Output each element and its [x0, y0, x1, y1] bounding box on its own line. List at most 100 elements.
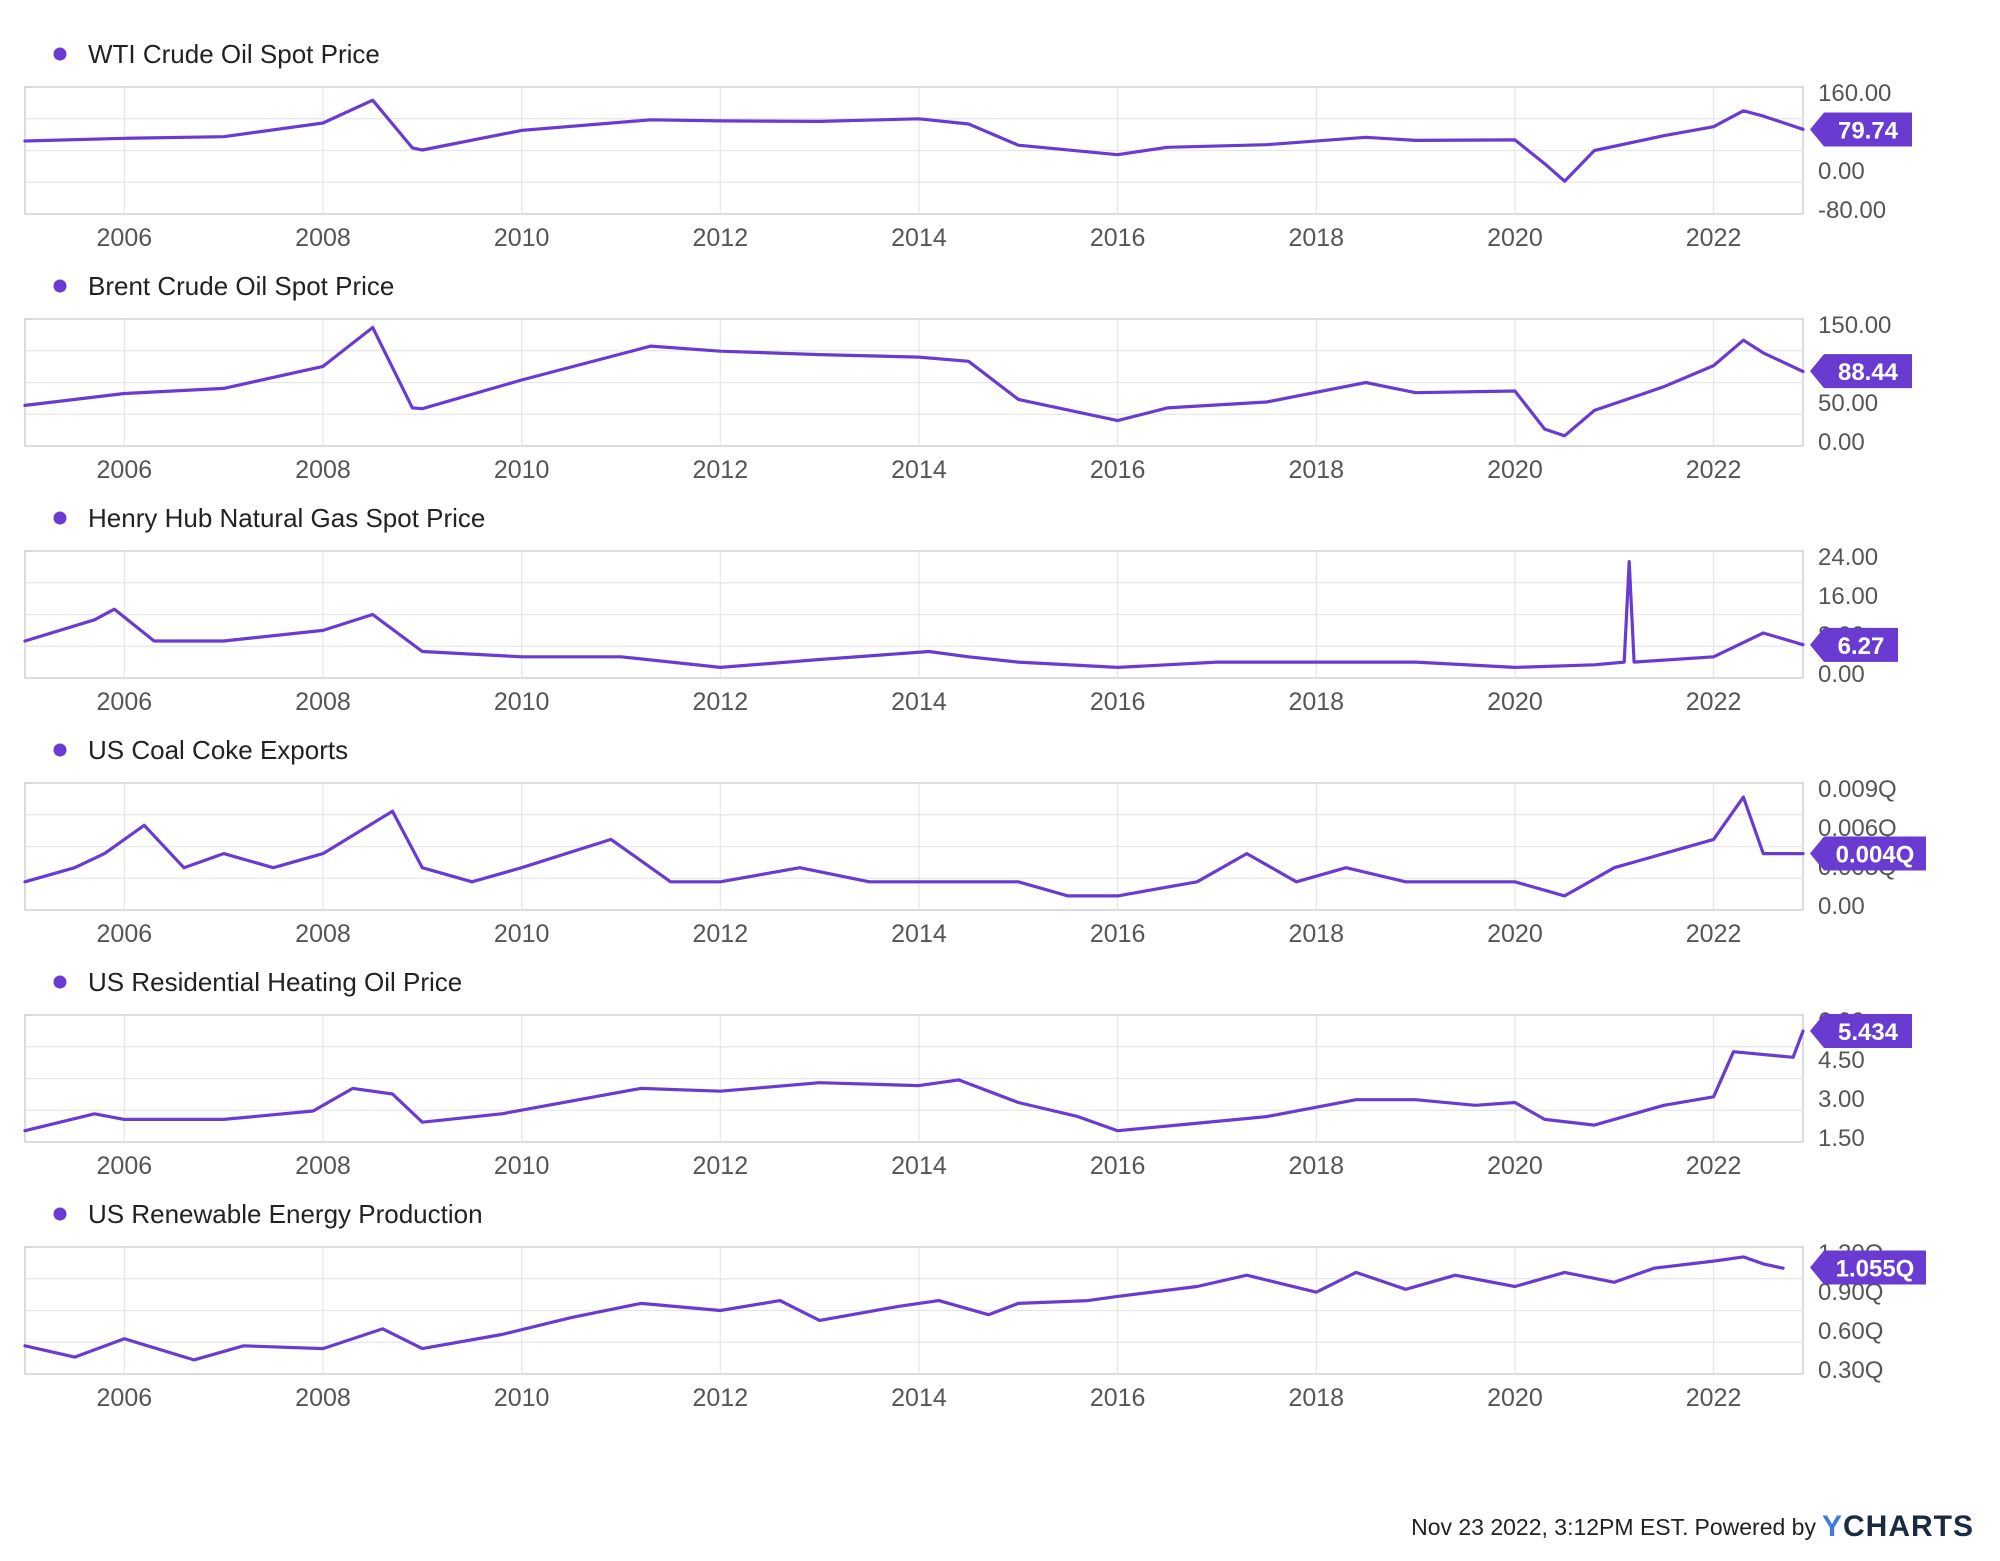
x-tick-label: 2016 — [1090, 1384, 1146, 1412]
x-tick-label: 2022 — [1686, 1152, 1742, 1180]
x-tick-label: 2020 — [1487, 1384, 1543, 1412]
x-tick-label: 2016 — [1090, 920, 1146, 948]
chart-panel-3: Henry Hub Natural Gas Spot Price 2006 2008… — [23, 503, 1898, 716]
x-tick-label: 2018 — [1288, 224, 1344, 252]
chart-title: US Residential Heating Oil Price — [88, 967, 462, 997]
x-tick-label: 2010 — [494, 920, 550, 948]
x-tick-label: 2012 — [692, 1152, 748, 1180]
x-tick-label: 2014 — [891, 688, 947, 716]
series-line — [23, 1255, 1785, 1362]
x-tick-label: 2010 — [494, 1384, 550, 1412]
current-value-label: 6.27 — [1838, 633, 1885, 660]
ycharts-logo[interactable]: Y CHARTS — [1822, 1510, 1974, 1544]
chart-panel-5: US Residential Heating Oil Price 2006 2008… — [23, 967, 1912, 1180]
x-tick-label: 2020 — [1487, 920, 1543, 948]
x-tick-label: 2014 — [891, 456, 947, 484]
x-tick-label: 2008 — [295, 456, 351, 484]
current-value-label: 79.74 — [1838, 117, 1899, 144]
y-tick-label: 16.00 — [1818, 583, 1878, 610]
x-tick-label: 2016 — [1090, 456, 1146, 484]
chart-title: WTI Crude Oil Spot Price — [88, 39, 380, 69]
x-tick-label: 2012 — [692, 1384, 748, 1412]
series-line — [23, 795, 1805, 898]
current-value-label: 88.44 — [1838, 359, 1899, 386]
ycharts-logo-text: CHARTS — [1843, 1510, 1974, 1543]
x-tick-label: 2006 — [97, 224, 153, 252]
chart-title: Brent Crude Oil Spot Price — [88, 271, 394, 301]
x-tick-label: 2014 — [891, 920, 947, 948]
x-tick-label: 2022 — [1686, 920, 1742, 948]
legend-dot — [53, 1207, 67, 1221]
current-value-label: 1.055Q — [1836, 1255, 1915, 1282]
x-tick-label: 2018 — [1288, 1152, 1344, 1180]
x-tick-label: 2010 — [494, 456, 550, 484]
x-tick-label: 2016 — [1090, 688, 1146, 716]
chart-title: Henry Hub Natural Gas Spot Price — [88, 503, 485, 533]
y-tick-label: 0.00 — [1818, 158, 1865, 185]
y-tick-label: 0.00 — [1818, 429, 1865, 456]
x-tick-label: 2008 — [295, 920, 351, 948]
current-value-flag — [1810, 627, 1898, 662]
y-tick-label: 160.00 — [1818, 80, 1891, 107]
y-tick-label: 1.50 — [1818, 1125, 1865, 1152]
x-tick-label: 2014 — [891, 1152, 947, 1180]
x-tick-label: 2008 — [295, 688, 351, 716]
x-tick-label: 2022 — [1686, 688, 1742, 716]
current-value-flag — [1810, 1250, 1926, 1285]
x-tick-label: 2016 — [1090, 1152, 1146, 1180]
y-tick-label: 3.00 — [1818, 1086, 1865, 1113]
x-tick-label: 2016 — [1090, 224, 1146, 252]
current-value-label: 5.434 — [1838, 1019, 1899, 1046]
legend-dot — [53, 511, 67, 525]
legend-dot — [53, 743, 67, 757]
y-tick-label: 4.50 — [1818, 1047, 1865, 1074]
series-line — [23, 1029, 1805, 1133]
x-tick-label: 2014 — [891, 1384, 947, 1412]
x-tick-label: 2010 — [494, 688, 550, 716]
chart-panel-1: WTI Crude Oil Spot Price 2006 2008 2010 2012… — [23, 39, 1912, 252]
footer-timestamp: Nov 23 2022, 3:12PM EST. — [1411, 1513, 1689, 1540]
x-tick-label: 2022 — [1686, 456, 1742, 484]
x-tick-label: 2018 — [1288, 688, 1344, 716]
y-tick-label: 150.00 — [1818, 312, 1891, 339]
current-value-flag — [1810, 112, 1912, 147]
x-tick-label: 2006 — [97, 1152, 153, 1180]
y-tick-label: 50.00 — [1818, 390, 1878, 417]
y-tick-label: 0.60Q — [1818, 1318, 1883, 1345]
x-tick-label: 2010 — [494, 224, 550, 252]
x-tick-label: 2008 — [295, 1152, 351, 1180]
x-tick-label: 2010 — [494, 1152, 550, 1180]
current-value-flag — [1810, 836, 1926, 871]
y-tick-label: -80.00 — [1818, 197, 1886, 224]
x-tick-label: 2006 — [97, 688, 153, 716]
y-tick-label: 0.00 — [1818, 893, 1865, 920]
footer-powered-by: Powered by — [1694, 1513, 1816, 1540]
footer: Nov 23 2022, 3:12PM EST. Powered by Y CH… — [1411, 1507, 1974, 1547]
x-tick-label: 2012 — [692, 224, 748, 252]
legend-dot — [53, 279, 67, 293]
x-tick-label: 2006 — [97, 456, 153, 484]
legend-dot — [53, 975, 67, 989]
y-tick-label: 24.00 — [1818, 544, 1878, 571]
x-tick-label: 2008 — [295, 224, 351, 252]
x-tick-label: 2018 — [1288, 920, 1344, 948]
x-tick-label: 2008 — [295, 1384, 351, 1412]
x-tick-label: 2012 — [692, 456, 748, 484]
x-tick-label: 2006 — [97, 920, 153, 948]
x-tick-label: 2022 — [1686, 224, 1742, 252]
chart-panel-6: US Renewable Energy Production 2006 2008 20… — [23, 1199, 1926, 1412]
x-tick-label: 2012 — [692, 688, 748, 716]
current-value-flag — [1810, 354, 1912, 389]
y-tick-label: 0.30Q — [1818, 1357, 1883, 1384]
x-tick-label: 2014 — [891, 224, 947, 252]
ycharts-logo-y: Y — [1821, 1510, 1843, 1543]
chart-panel-4: US Coal Coke Exports 2006 2008 2010 2012 2014… — [23, 735, 1926, 948]
x-tick-label: 2020 — [1487, 688, 1543, 716]
series-line — [23, 325, 1805, 438]
series-line — [23, 98, 1805, 183]
x-tick-label: 2018 — [1288, 1384, 1344, 1412]
x-tick-label: 2020 — [1487, 1152, 1543, 1180]
current-value-label: 0.004Q — [1836, 842, 1915, 869]
y-tick-label: 0.009Q — [1818, 776, 1897, 803]
